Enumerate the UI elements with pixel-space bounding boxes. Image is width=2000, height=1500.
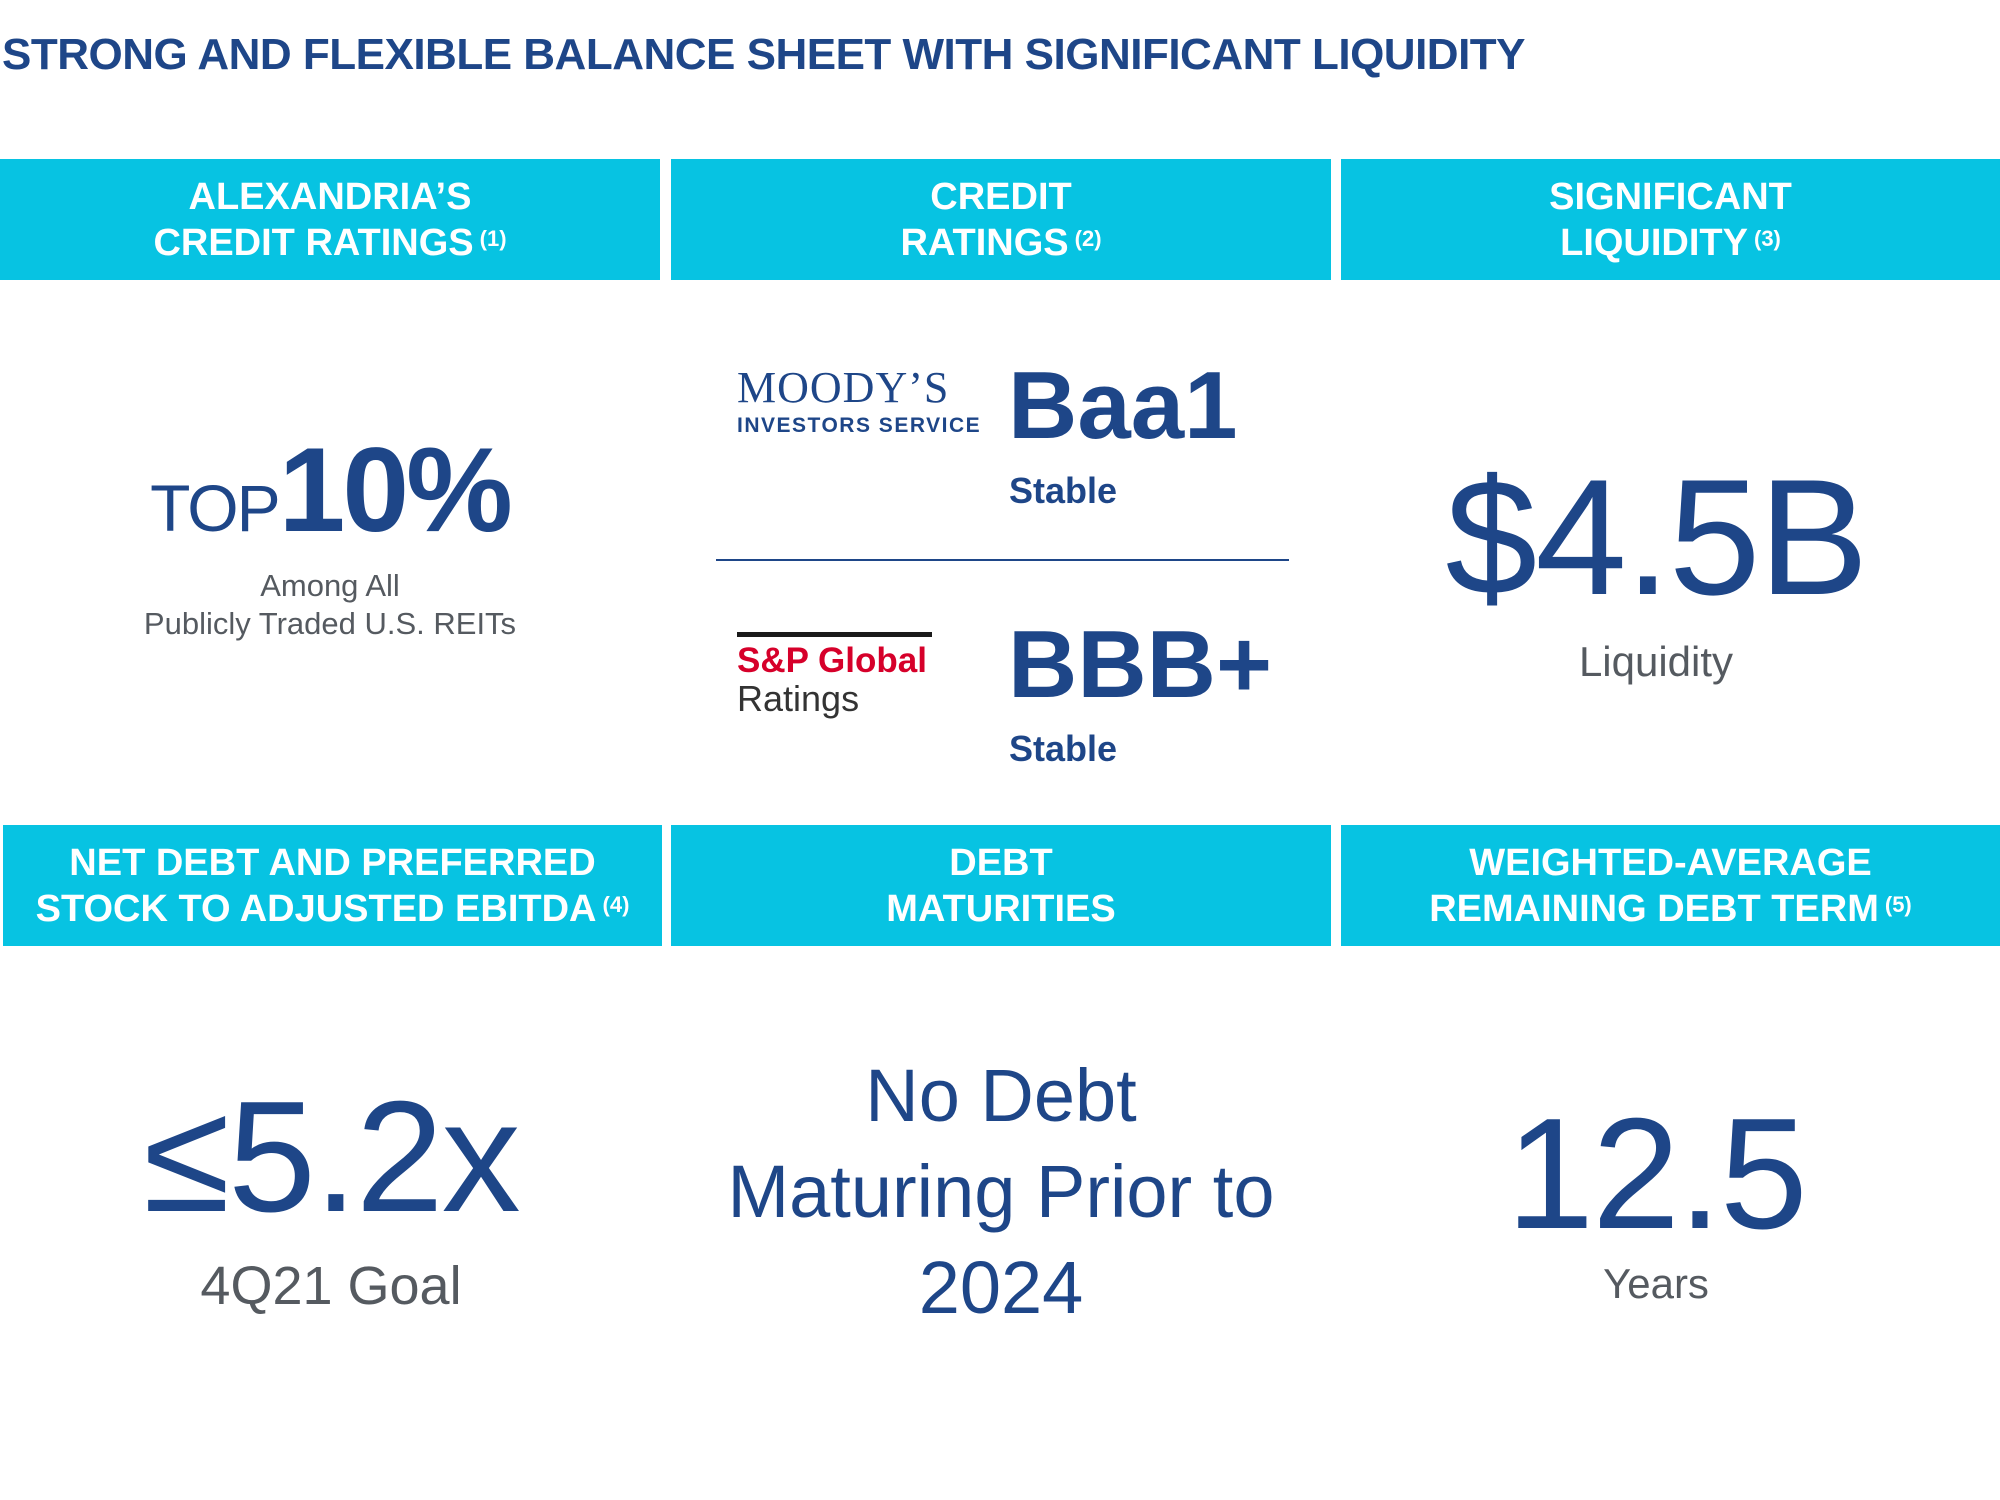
maturities-line1: No Debt [865, 1054, 1137, 1137]
header-line1: ALEXANDRIA’S [188, 175, 472, 218]
footnote-ref: (1) [479, 225, 507, 251]
moodys-outlook: Stable [1009, 470, 1118, 511]
sp-logo-name: S&P Global [737, 641, 927, 680]
header-line2: LIQUIDITY [1560, 221, 1748, 264]
header-line1: CREDIT [930, 175, 1072, 218]
top-value: 10% [278, 423, 513, 557]
maturities-line3: 2024 [918, 1246, 1084, 1329]
header-alexandria-credit-ratings: ALEXANDRIA’S CREDIT RATINGS (1) [0, 159, 660, 280]
top-ten-percent-block: TOP10% Among All Publicly Traded U.S. RE… [0, 430, 660, 642]
net-debt-value: ≤5.2x [143, 1069, 520, 1245]
header-line2-wrap: CREDIT RATINGS (1) [153, 220, 506, 266]
header-line2: STOCK TO ADJUSTED EBITDA [35, 887, 597, 930]
sp-outlook: Stable [1009, 728, 1118, 769]
moodys-logo: MOODY’S INVESTORS SERVICE [737, 366, 981, 438]
header-line2: CREDIT RATINGS [153, 221, 474, 264]
header-line2-wrap: REMAINING DEBT TERM (5) [1429, 886, 1912, 932]
header-line2-wrap: LIQUIDITY (3) [1560, 220, 1781, 266]
liquidity-caption: Liquidity [1578, 638, 1734, 685]
header-line2-wrap: RATINGS (2) [900, 220, 1101, 266]
moodys-logo-name: MOODY’S [737, 363, 950, 412]
header-line2: REMAINING DEBT TERM [1429, 887, 1879, 930]
net-debt-caption: 4Q21 Goal [200, 1256, 462, 1316]
footnote-ref: (3) [1754, 225, 1781, 251]
top-caption-line1: Among All [260, 568, 400, 603]
debt-term-value: 12.5 [1506, 1086, 1808, 1262]
moodys-logo-subtitle: INVESTORS SERVICE [737, 414, 982, 437]
top-caption-line2: Publicly Traded U.S. REITs [143, 606, 517, 641]
footnote-ref: (4) [602, 891, 630, 917]
liquidity-value: $4.5B [1445, 445, 1868, 629]
debt-maturities-statement: No Debt Maturing Prior to 2024 [671, 1048, 1331, 1336]
top-ten-line: TOP10% [0, 430, 660, 550]
footnote-ref: (2) [1074, 225, 1102, 251]
debt-term-caption: Years [1603, 1260, 1709, 1307]
page-title: STRONG AND FLEXIBLE BALANCE SHEET WITH S… [2, 30, 1526, 79]
header-line1: WEIGHTED-AVERAGE [1469, 841, 1872, 884]
header-net-debt-to-ebitda: NET DEBT AND PREFERRED STOCK TO ADJUSTED… [3, 825, 662, 946]
maturities-line2: Maturing Prior to [727, 1150, 1275, 1233]
moodys-rating: Baa1 [1008, 352, 1238, 459]
header-line1: NET DEBT AND PREFERRED [69, 841, 596, 884]
sp-global-logo: S&P Global Ratings [737, 632, 932, 718]
header-debt-maturities: DEBT MATURITIES [671, 825, 1331, 946]
ratings-divider [716, 559, 1289, 561]
header-weighted-average-debt-term: WEIGHTED-AVERAGE REMAINING DEBT TERM (5) [1341, 825, 2000, 946]
sp-rating: BBB+ [1008, 611, 1273, 718]
sp-logo-subtitle: Ratings [737, 677, 860, 719]
footnote-ref: (5) [1884, 891, 1912, 917]
header-line2-wrap: STOCK TO ADJUSTED EBITDA (4) [36, 886, 630, 932]
header-line2: RATINGS [900, 221, 1069, 264]
header-line1: DEBT [949, 841, 1053, 884]
header-significant-liquidity: SIGNIFICANT LIQUIDITY (3) [1341, 159, 2000, 280]
sp-logo-rule [737, 632, 932, 637]
header-line1: SIGNIFICANT [1549, 175, 1792, 218]
header-credit-ratings: CREDIT RATINGS (2) [671, 159, 1331, 280]
header-line2: MATURITIES [886, 887, 1116, 930]
top-prefix: TOP [150, 471, 280, 545]
